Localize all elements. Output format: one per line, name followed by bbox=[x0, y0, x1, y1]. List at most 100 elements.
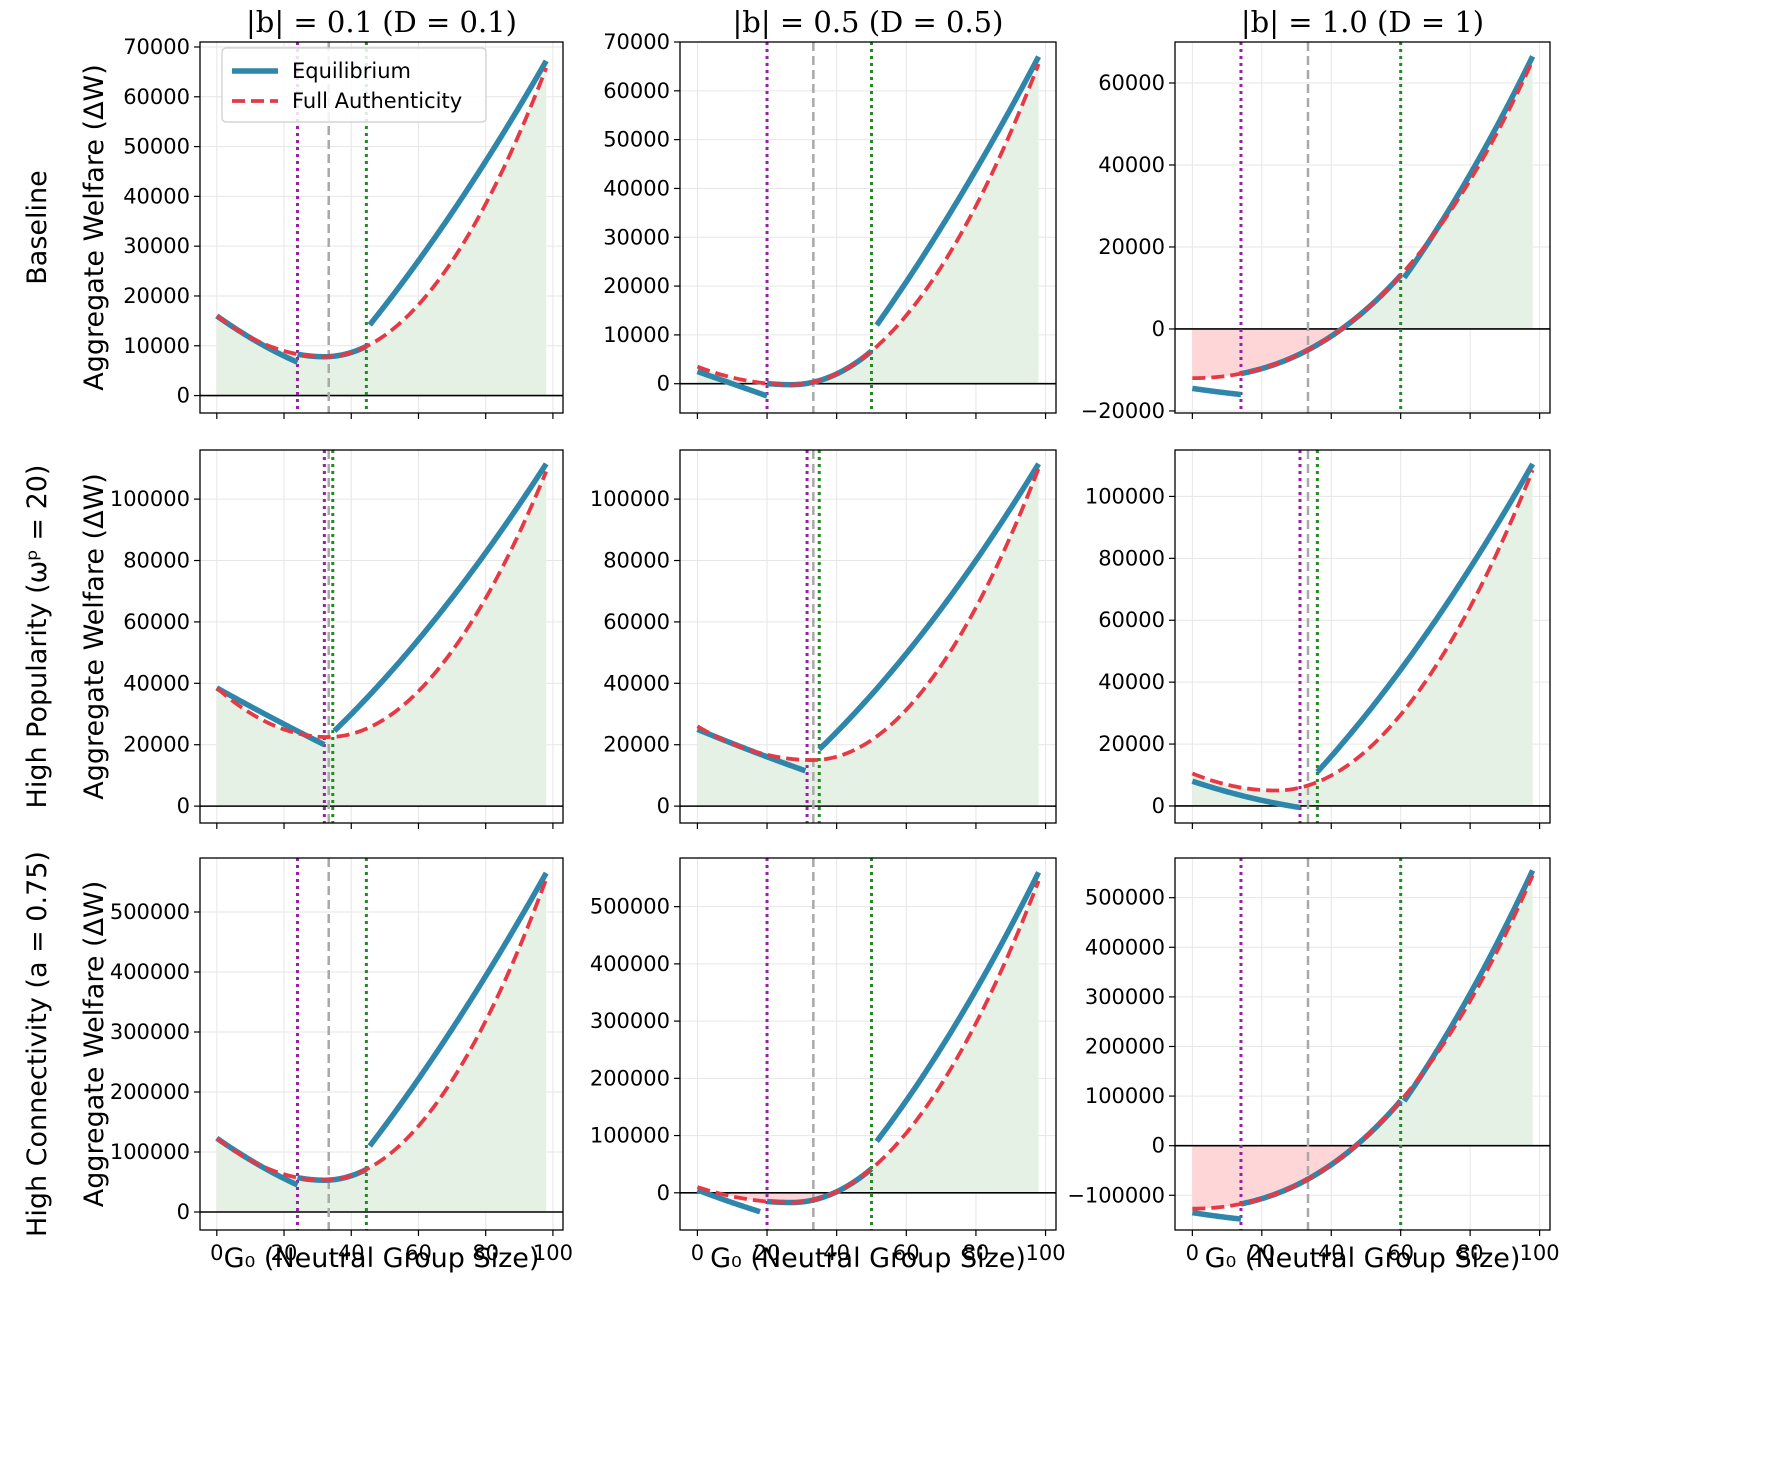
axes-frame bbox=[1174, 449, 1551, 824]
y-tick-label: 0 bbox=[1152, 794, 1165, 818]
legend-full-authenticity-label: Full Authenticity bbox=[292, 89, 462, 113]
loss-region bbox=[1192, 328, 1342, 379]
y-tick-label: 0 bbox=[177, 1200, 190, 1224]
full-authenticity-line bbox=[1191, 469, 1535, 793]
gain-region bbox=[216, 67, 547, 396]
y-tick-label: 70000 bbox=[123, 35, 190, 59]
x-tick-label: 60 bbox=[405, 1241, 432, 1265]
y-tick-label: 300000 bbox=[590, 1009, 670, 1033]
equilibrium-line-segment bbox=[1191, 778, 1301, 811]
y-tick-label: 30000 bbox=[603, 225, 670, 249]
gain-region bbox=[1342, 60, 1533, 329]
equilibrium-line-segment bbox=[874, 871, 1042, 1143]
gain-region bbox=[834, 880, 1039, 1193]
y-tick-label: 20000 bbox=[123, 284, 190, 308]
y-tick-label: 20000 bbox=[1098, 235, 1165, 259]
x-tick-label: 80 bbox=[963, 1241, 990, 1265]
y-tick-label: 500000 bbox=[110, 900, 190, 924]
x-tick-label: 80 bbox=[472, 1241, 499, 1265]
y-tick-label: 60000 bbox=[123, 85, 190, 109]
x-tick-label: 20 bbox=[754, 1241, 781, 1265]
y-tick-label: 200000 bbox=[110, 1080, 190, 1104]
x-tick-label: 60 bbox=[893, 1241, 920, 1265]
y-tick-label: 500000 bbox=[1085, 886, 1165, 910]
y-tick-label: 60000 bbox=[123, 610, 190, 634]
y-tick-label: 300000 bbox=[110, 1020, 190, 1044]
y-tick-label: 100000 bbox=[590, 1124, 670, 1148]
axes-frame bbox=[199, 41, 564, 414]
x-tick-label: 100 bbox=[1520, 1241, 1560, 1265]
x-tick-label: 100 bbox=[533, 1241, 573, 1265]
y-tick-label: 100000 bbox=[110, 487, 190, 511]
x-tick-label: 40 bbox=[823, 1241, 850, 1265]
y-tick-label: 200000 bbox=[590, 1066, 670, 1090]
x-tick-label: 60 bbox=[1387, 1241, 1414, 1265]
x-axis-label-col-1: G₀ (Neutral Group Size) bbox=[224, 1243, 540, 1274]
axes-frame bbox=[199, 857, 564, 1231]
y-tick-label: 20000 bbox=[603, 733, 670, 757]
equilibrium-line-segment bbox=[696, 368, 768, 399]
panel-r2-c3: 0 20000 40000 60000 80000 100000 bbox=[1085, 449, 1551, 829]
row-label-1: Baseline bbox=[22, 170, 53, 284]
equilibrium-line-segment bbox=[367, 59, 549, 327]
y-tick-label: 20000 bbox=[123, 733, 190, 757]
panel-r2-c1: 0 20000 40000 60000 80000 100000 bbox=[110, 449, 564, 829]
y-axis-label-row-1: Aggregate Welfare (ΔW) bbox=[79, 64, 110, 391]
y-axis-label-row-3: Aggregate Welfare (ΔW) bbox=[79, 881, 110, 1208]
x-tick-label: 0 bbox=[210, 1241, 223, 1265]
axes-frame bbox=[679, 857, 1057, 1231]
y-tick-label: 200000 bbox=[1085, 1034, 1165, 1058]
legend-equilibrium-label: Equilibrium bbox=[292, 59, 411, 83]
legend-box bbox=[221, 47, 487, 123]
equilibrium-line-segment bbox=[367, 871, 549, 1148]
x-tick-label: 40 bbox=[1318, 1241, 1345, 1265]
y-tick-label: 80000 bbox=[603, 549, 670, 573]
full-authenticity-line bbox=[1192, 59, 1535, 381]
x-tick-label: 100 bbox=[1026, 1241, 1066, 1265]
equilibrium-line-segment bbox=[1191, 1209, 1242, 1222]
y-tick-label: 80000 bbox=[1098, 546, 1165, 570]
y-tick-label: 100000 bbox=[110, 1140, 190, 1164]
panel-r3-c2: 0 100000 200000 300000 400000 500000 0 20 40 60 80… bbox=[590, 857, 1066, 1274]
full-authenticity-line bbox=[696, 63, 1041, 387]
y-tick-label: 100000 bbox=[1085, 484, 1165, 508]
equilibrium-line-segment bbox=[817, 462, 1041, 752]
y-tick-label: 100000 bbox=[1085, 1084, 1165, 1108]
equilibrium-line-segment bbox=[1401, 869, 1536, 1103]
x-tick-label: 80 bbox=[1457, 1241, 1484, 1265]
y-tick-label: 20000 bbox=[603, 274, 670, 298]
gain-region bbox=[216, 471, 547, 807]
y-tick-label: 400000 bbox=[1085, 935, 1165, 959]
equilibrium-line-segment bbox=[332, 462, 549, 733]
y-tick-label: 60000 bbox=[603, 610, 670, 634]
panel-r2-c2: 0 20000 40000 60000 80000 100000 bbox=[590, 449, 1057, 829]
gain-region bbox=[1192, 470, 1533, 806]
x-tick-label: 20 bbox=[1248, 1241, 1275, 1265]
y-tick-label: 100000 bbox=[590, 487, 670, 511]
equilibrium-line-segment bbox=[874, 55, 1042, 327]
y-tick-label: 40000 bbox=[1098, 670, 1165, 694]
full-authenticity-line bbox=[696, 467, 1041, 762]
row-label-2: High Popularity (ωᵖ = 20) bbox=[22, 465, 53, 809]
equilibrium-line-segment bbox=[696, 1187, 761, 1215]
y-tick-label: 0 bbox=[1152, 1134, 1165, 1158]
gain-region bbox=[697, 468, 1039, 807]
axes-frame bbox=[1174, 857, 1551, 1231]
gain-region bbox=[216, 879, 547, 1212]
y-tick-label: 10000 bbox=[123, 334, 190, 358]
gain-region bbox=[1356, 875, 1533, 1146]
axes-frame bbox=[679, 41, 1057, 414]
y-tick-label: 400000 bbox=[590, 952, 670, 976]
y-tick-label: 0 bbox=[657, 372, 670, 396]
y-tick-label: 60000 bbox=[1098, 608, 1165, 632]
full-authenticity-line bbox=[215, 470, 548, 739]
y-tick-label: −20000 bbox=[1081, 399, 1165, 423]
y-tick-label: −100000 bbox=[1067, 1183, 1165, 1207]
x-axis-label-col-3: G₀ (Neutral Group Size) bbox=[1205, 1243, 1521, 1274]
y-tick-label: 300000 bbox=[1085, 985, 1165, 1009]
row-label-3: High Connectivity (a = 0.75) bbox=[22, 851, 53, 1237]
y-axis-label-row-2: Aggregate Welfare (ΔW) bbox=[79, 473, 110, 800]
y-tick-label: 60000 bbox=[603, 79, 670, 103]
y-tick-label: 0 bbox=[657, 1181, 670, 1205]
